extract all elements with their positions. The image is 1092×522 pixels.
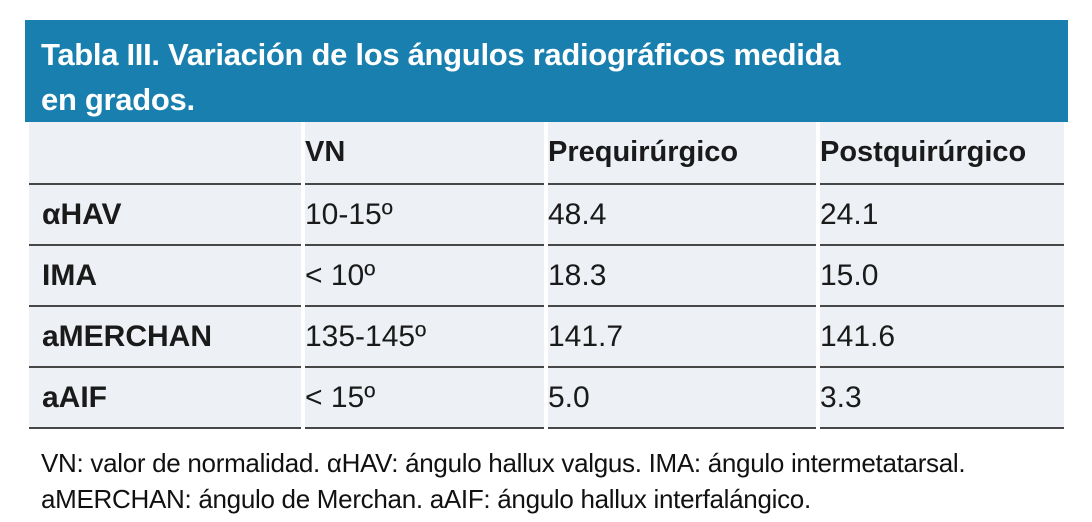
cell-pre: 48.4	[548, 185, 816, 246]
table-title-line-1: Tabla III. Variación de los ángulos radi…	[41, 37, 841, 72]
row-label: aAIF	[29, 368, 301, 429]
table-figure: Tabla III. Variación de los ángulos radi…	[25, 20, 1068, 517]
header-cell-vn: VN	[305, 122, 544, 185]
table-row-aaif: aAIF < 15º 5.0 3.3	[29, 368, 1064, 429]
table-row-amerchan: aMERCHAN 135-145º 141.7 141.6	[29, 307, 1064, 368]
footnote-line-1: VN: valor de normalidad. αHAV: ángulo ha…	[41, 448, 966, 478]
cell-post: 3.3	[820, 368, 1064, 429]
row-label: aMERCHAN	[29, 307, 301, 368]
cell-pre: 5.0	[548, 368, 816, 429]
cell-vn: 135-145º	[305, 307, 544, 368]
row-label: αHAV	[29, 185, 301, 246]
cell-post: 24.1	[820, 185, 1064, 246]
angles-table: VN Prequirúrgico Postquirúrgico αHAV 10-…	[25, 122, 1068, 429]
table-title-band: Tabla III. Variación de los ángulos radi…	[25, 20, 1068, 122]
table-row-ima: IMA < 10º 18.3 15.0	[29, 246, 1064, 307]
cell-post: 141.6	[820, 307, 1064, 368]
header-row: VN Prequirúrgico Postquirúrgico	[29, 122, 1064, 185]
cell-post: 15.0	[820, 246, 1064, 307]
cell-pre: 18.3	[548, 246, 816, 307]
header-cell-empty	[29, 122, 301, 185]
cell-pre: 141.7	[548, 307, 816, 368]
cell-vn: < 15º	[305, 368, 544, 429]
header-cell-postquirurgico: Postquirúrgico	[820, 122, 1064, 185]
footnote-line-2: aMERCHAN: ángulo de Merchan. aAIF: ángul…	[41, 484, 811, 514]
table-footnote: VN: valor de normalidad. αHAV: ángulo ha…	[25, 429, 1068, 517]
cell-vn: 10-15º	[305, 185, 544, 246]
cell-vn: < 10º	[305, 246, 544, 307]
table-title-line-2: en grados.	[41, 82, 195, 117]
header-cell-prequirurgico: Prequirúrgico	[548, 122, 816, 185]
row-label: IMA	[29, 246, 301, 307]
table-row-ahav: αHAV 10-15º 48.4 24.1	[29, 185, 1064, 246]
